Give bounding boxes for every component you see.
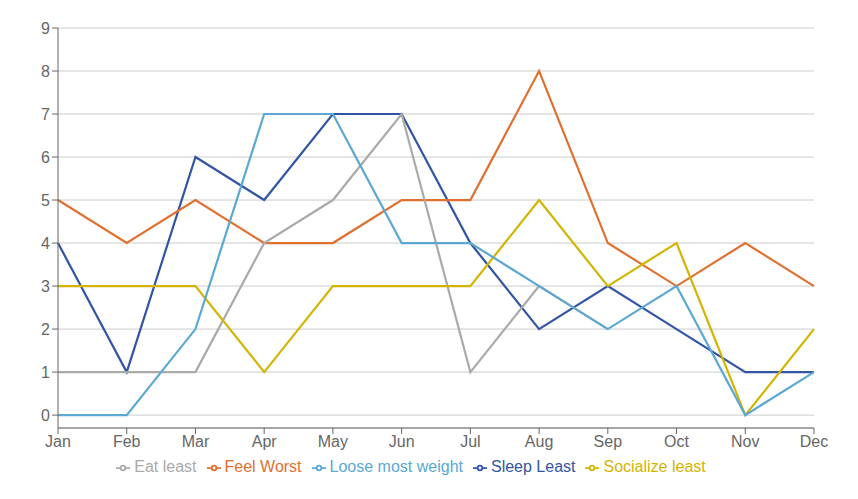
- html-text:Loose most weight: Loose most weight: [329, 458, 463, 475]
- svg-text:7: 7: [41, 106, 50, 123]
- svg-text:Dec: Dec: [800, 433, 828, 450]
- svg-text:Oct: Oct: [664, 433, 689, 450]
- svg-text:May: May: [318, 433, 348, 450]
- svg-text:3: 3: [41, 278, 50, 295]
- svg-text:2: 2: [41, 321, 50, 338]
- svg-text:Apr: Apr: [252, 433, 278, 450]
- svg-text:Mar: Mar: [182, 433, 210, 450]
- svg-text:6: 6: [41, 149, 50, 166]
- svg-text:8: 8: [41, 63, 50, 80]
- svg-text:Sep: Sep: [594, 433, 623, 450]
- svg-text:Jul: Jul: [460, 433, 480, 450]
- html-text:Feel Worst: Feel Worst: [224, 458, 302, 475]
- svg-text:4: 4: [41, 235, 50, 252]
- svg-text:Jun: Jun: [389, 433, 415, 450]
- svg-text:Nov: Nov: [731, 433, 759, 450]
- svg-text:5: 5: [41, 192, 50, 209]
- svg-text:Aug: Aug: [525, 433, 553, 450]
- html-text:Sleep Least: Sleep Least: [491, 458, 576, 475]
- html-text:Socialize least: Socialize least: [603, 458, 706, 475]
- svg-text:9: 9: [41, 20, 50, 37]
- svg-text:0: 0: [41, 407, 50, 424]
- html-text:Eat least: Eat least: [134, 458, 197, 475]
- svg-text:Feb: Feb: [113, 433, 141, 450]
- svg-text:Jan: Jan: [45, 433, 71, 450]
- svg-text:1: 1: [41, 364, 50, 381]
